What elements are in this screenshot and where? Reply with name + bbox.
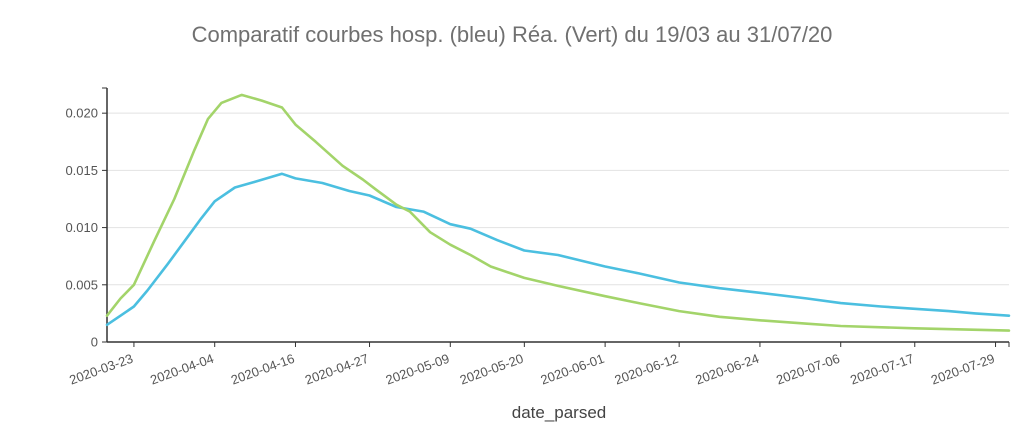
x-tick-label: 2020-06-24 — [693, 351, 761, 388]
grid-lines — [107, 112, 1009, 286]
x-tick-label: 2020-04-27 — [303, 351, 371, 388]
x-tick-label: 2020-06-12 — [613, 351, 681, 388]
y-axis-ticks: 0 0.005 0.010 0.015 0.020 — [65, 106, 107, 350]
chart-title: Comparatif courbes hosp. (bleu) Réa. (Ve… — [191, 22, 833, 47]
y-tick-label: 0.005 — [65, 277, 98, 292]
x-tick-label: 2020-05-20 — [458, 351, 526, 388]
x-tick-label: 2020-07-17 — [848, 351, 916, 388]
y-tick-label: 0 — [91, 335, 98, 350]
axes — [102, 87, 1010, 347]
x-axis-ticks: 2020-03-23 2020-04-04 2020-04-16 2020-04-27… — [67, 342, 997, 388]
x-tick-label: 2020-04-04 — [148, 351, 216, 388]
x-tick-label: 2020-06-01 — [539, 351, 607, 388]
x-tick-label: 2020-07-29 — [929, 351, 997, 388]
x-tick-label: 2020-05-09 — [384, 351, 452, 388]
y-tick-label: 0.015 — [65, 163, 98, 178]
series-lines — [105, 93, 1011, 332]
y-tick-label: 0.010 — [65, 220, 98, 235]
x-axis-title: date_parsed — [512, 403, 607, 422]
x-tick-label: 2020-03-23 — [67, 351, 135, 388]
series-line-2 — [105, 93, 1011, 332]
series-line-1 — [105, 172, 1011, 327]
y-tick-label: 0.020 — [65, 106, 98, 121]
x-tick-label: 2020-04-16 — [229, 351, 297, 388]
x-tick-label: 2020-07-06 — [774, 351, 842, 388]
